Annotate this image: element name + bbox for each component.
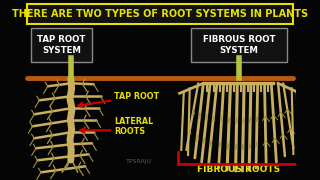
Text: FIBROUS ROOTS: FIBROUS ROOTS: [197, 165, 281, 174]
FancyBboxPatch shape: [31, 28, 92, 62]
Text: LATERAL
ROOTS: LATERAL ROOTS: [114, 117, 153, 136]
FancyBboxPatch shape: [191, 28, 287, 62]
Text: TAP ROOT
SYSTEM: TAP ROOT SYSTEM: [37, 35, 86, 55]
Text: TAP ROOT: TAP ROOT: [114, 92, 159, 101]
Text: TPSRAJU: TPSRAJU: [126, 159, 152, 165]
Text: THERE ARE TWO TYPES OF ROOT SYSTEMS IN PLANTS: THERE ARE TWO TYPES OF ROOT SYSTEMS IN P…: [12, 9, 308, 19]
FancyBboxPatch shape: [28, 4, 292, 24]
Text: FIBROUS ROOT
SYSTEM: FIBROUS ROOT SYSTEM: [203, 35, 275, 55]
